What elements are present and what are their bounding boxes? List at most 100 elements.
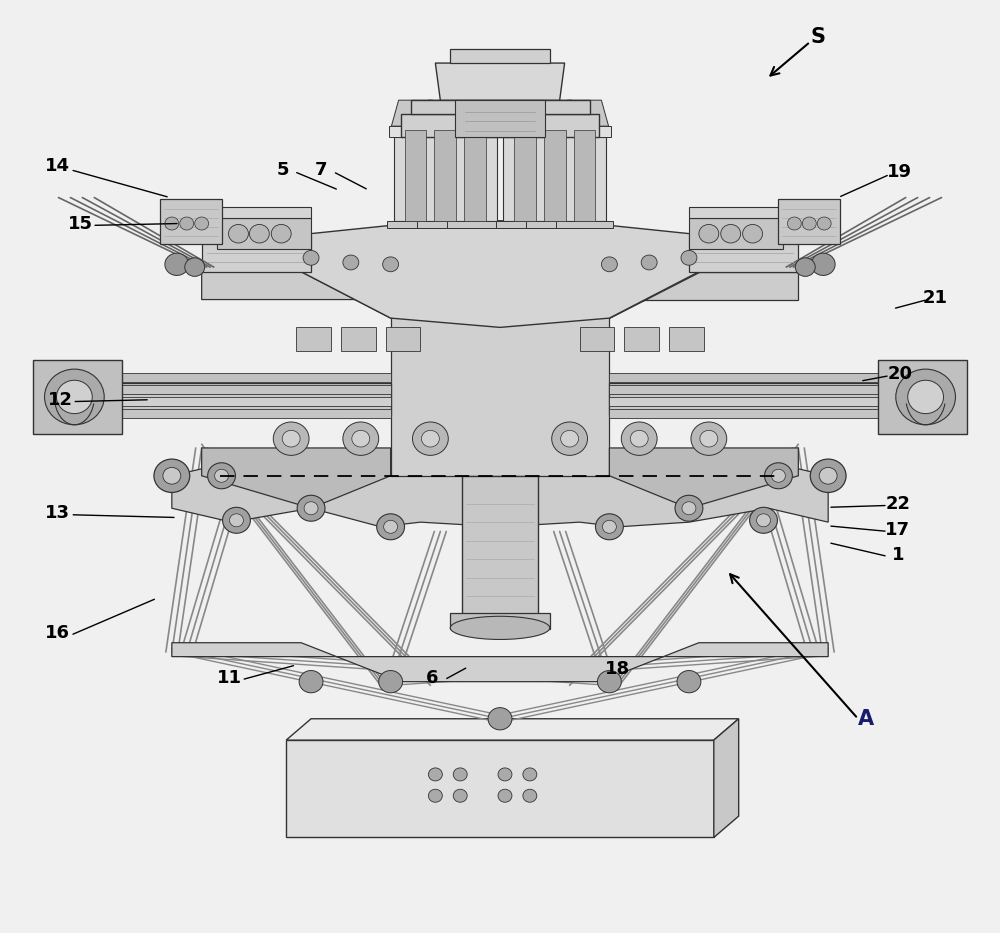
Polygon shape	[387, 221, 444, 229]
Text: 1: 1	[892, 546, 904, 564]
Polygon shape	[462, 476, 538, 615]
Text: A: A	[858, 709, 874, 729]
Polygon shape	[528, 126, 581, 137]
Polygon shape	[435, 63, 565, 100]
Polygon shape	[202, 448, 391, 508]
Circle shape	[498, 789, 512, 802]
Circle shape	[180, 217, 194, 230]
Polygon shape	[202, 234, 311, 272]
Text: 14: 14	[45, 157, 70, 175]
Circle shape	[523, 789, 537, 802]
Polygon shape	[560, 100, 609, 126]
Circle shape	[215, 469, 229, 482]
Polygon shape	[102, 383, 391, 415]
Polygon shape	[558, 126, 611, 137]
Circle shape	[208, 463, 235, 489]
Circle shape	[343, 422, 379, 455]
Polygon shape	[496, 221, 553, 229]
Polygon shape	[217, 218, 311, 248]
Polygon shape	[714, 718, 739, 838]
Circle shape	[271, 225, 291, 243]
Circle shape	[154, 459, 190, 493]
Text: 16: 16	[45, 624, 70, 643]
Polygon shape	[341, 327, 376, 351]
Text: 11: 11	[217, 669, 242, 687]
Circle shape	[523, 768, 537, 781]
Polygon shape	[878, 360, 967, 434]
Text: 22: 22	[885, 494, 910, 512]
Polygon shape	[97, 397, 391, 406]
Circle shape	[379, 671, 403, 693]
Polygon shape	[453, 137, 497, 221]
Circle shape	[412, 422, 448, 455]
Circle shape	[165, 217, 179, 230]
Polygon shape	[450, 49, 550, 63]
Polygon shape	[544, 130, 566, 221]
Circle shape	[421, 430, 439, 447]
Polygon shape	[624, 327, 659, 351]
Text: 18: 18	[605, 660, 630, 677]
Circle shape	[750, 508, 777, 534]
Polygon shape	[501, 100, 549, 126]
Circle shape	[757, 514, 770, 527]
Circle shape	[428, 789, 442, 802]
Polygon shape	[172, 457, 828, 527]
Circle shape	[675, 495, 703, 522]
Polygon shape	[391, 100, 440, 126]
Circle shape	[488, 707, 512, 730]
Text: 19: 19	[887, 162, 912, 181]
Polygon shape	[609, 448, 798, 508]
Polygon shape	[450, 613, 550, 629]
Polygon shape	[202, 272, 391, 318]
Circle shape	[743, 225, 763, 243]
Circle shape	[817, 217, 831, 230]
Circle shape	[165, 253, 189, 275]
Circle shape	[561, 430, 579, 447]
Circle shape	[453, 768, 467, 781]
Circle shape	[273, 422, 309, 455]
Polygon shape	[160, 200, 222, 244]
Polygon shape	[669, 327, 704, 351]
Circle shape	[641, 255, 657, 270]
Circle shape	[384, 521, 398, 534]
Circle shape	[802, 217, 816, 230]
Polygon shape	[689, 218, 783, 248]
Polygon shape	[689, 234, 798, 272]
Polygon shape	[296, 327, 331, 351]
Circle shape	[282, 430, 300, 447]
Circle shape	[765, 463, 792, 489]
Circle shape	[498, 768, 512, 781]
Polygon shape	[609, 397, 903, 406]
Circle shape	[681, 250, 697, 265]
Text: 6: 6	[426, 669, 439, 687]
Polygon shape	[533, 137, 577, 221]
Polygon shape	[97, 385, 391, 394]
Circle shape	[230, 514, 243, 527]
Polygon shape	[499, 126, 551, 137]
Polygon shape	[455, 100, 545, 137]
Text: 17: 17	[885, 521, 910, 538]
Polygon shape	[172, 643, 828, 682]
Text: 7: 7	[315, 160, 327, 179]
Text: 12: 12	[48, 391, 73, 409]
Circle shape	[700, 430, 718, 447]
Circle shape	[195, 217, 209, 230]
Polygon shape	[514, 130, 536, 221]
Polygon shape	[423, 137, 467, 221]
Polygon shape	[526, 221, 583, 229]
Circle shape	[249, 225, 269, 243]
Text: 15: 15	[68, 215, 93, 232]
Polygon shape	[580, 327, 614, 351]
Circle shape	[819, 467, 837, 484]
Circle shape	[428, 768, 442, 781]
Polygon shape	[217, 207, 311, 218]
Polygon shape	[33, 360, 122, 434]
Circle shape	[787, 217, 801, 230]
Polygon shape	[286, 718, 739, 740]
Text: S: S	[811, 27, 826, 47]
Circle shape	[602, 521, 616, 534]
Polygon shape	[451, 100, 499, 126]
Circle shape	[896, 369, 955, 425]
Polygon shape	[419, 126, 472, 137]
Circle shape	[303, 250, 319, 265]
